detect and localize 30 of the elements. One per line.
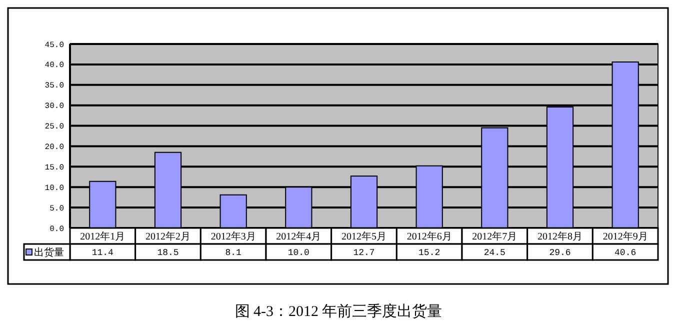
x-tick-label: 2012年5月 [342,230,386,242]
text: 15.2 [418,248,440,258]
x-tick-label: 2012年6月 [406,230,452,242]
text: 11.4 [92,248,114,258]
text: 10.0 [288,248,310,258]
y-tick-label: 30.0 [44,102,64,112]
x-tick-label: 2012年4月 [276,230,322,242]
text: 24.5 [484,248,506,258]
y-tick-label: 20.0 [44,143,64,152]
x-tick-label: 2012年9月 [602,230,648,242]
text: 29.6 [549,248,571,258]
y-tick-label: 40.0 [44,61,64,70]
y-tick-label: 5.0 [50,204,64,214]
y-tick-label: 10.0 [44,184,64,193]
legend-label: 出货量 [34,246,64,258]
x-tick-label: 2012年3月 [210,230,256,242]
y-tick-label: 45.0 [44,40,64,50]
text: 40.6 [614,248,636,258]
y-tick-label: 25.0 [44,122,64,132]
x-tick-label: 2012年2月 [146,230,190,242]
text: 12.7 [353,248,375,258]
y-tick-label: 35.0 [44,82,64,91]
x-tick-label: 2012年1月 [80,230,126,242]
text: 图 4-3：2012 年前三季度出货量 [234,303,442,320]
x-tick-label: 2012年8月 [538,230,582,242]
y-tick-label: 15.0 [44,163,64,172]
text: 8.1 [225,248,242,258]
text: 18.5 [157,248,179,258]
y-tick-label: 0.0 [50,224,64,234]
x-tick-label: 2012年7月 [472,230,518,242]
